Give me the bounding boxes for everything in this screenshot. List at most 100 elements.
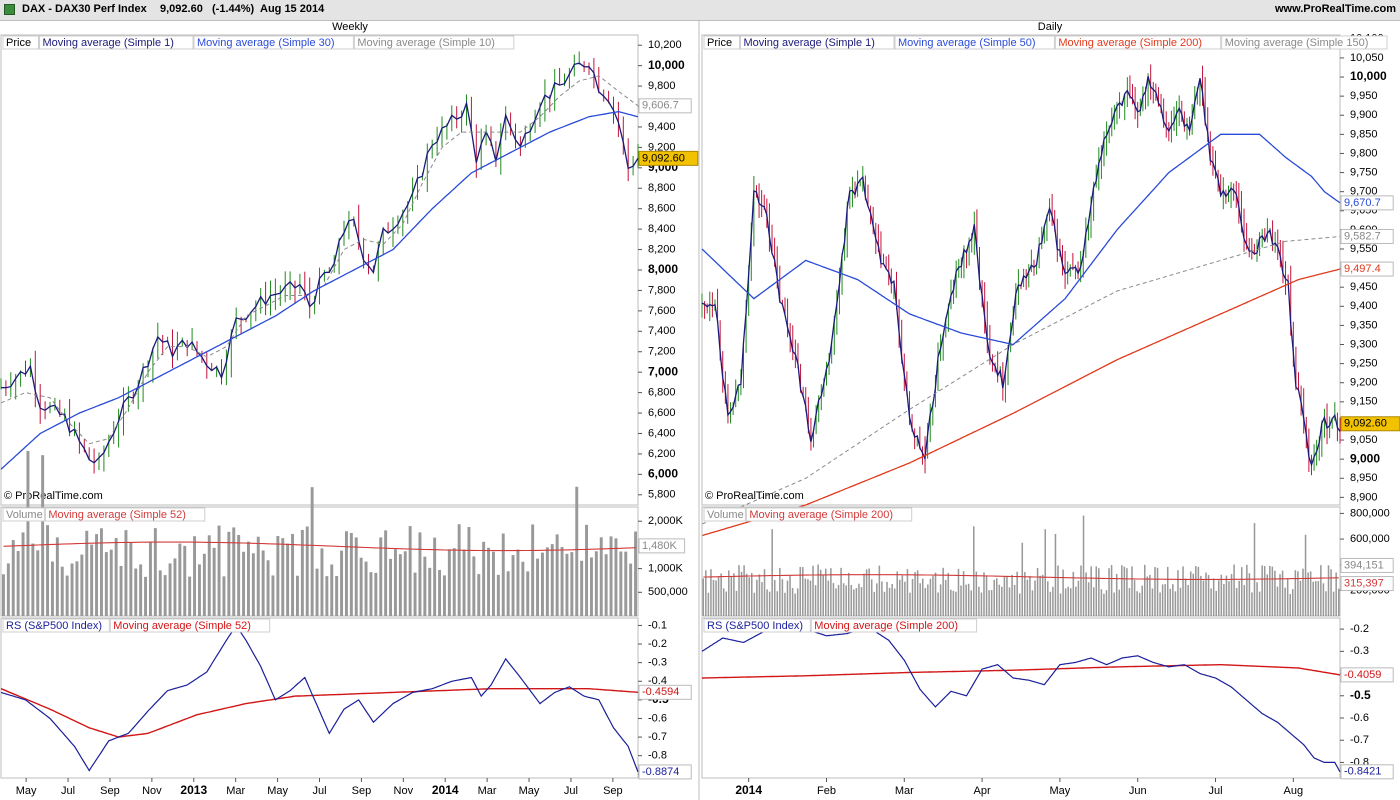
daily-volume-bar-86 [921, 578, 924, 616]
daily-volume-bar-225 [1276, 586, 1279, 616]
daily-volume-legend-item-0: Volume [707, 509, 744, 521]
daily-volume-bar-247 [1332, 591, 1335, 616]
daily-volume-bar-82 [911, 579, 914, 616]
daily-rs-ma-badge: -0.4059 [1344, 669, 1381, 681]
daily-volume-bar-10 [728, 570, 730, 616]
daily-volume-bar-97 [950, 589, 952, 616]
daily-volume-bar-6 [717, 576, 720, 616]
daily-volume-bar-165 [1123, 566, 1126, 616]
weekly-x-label-1: Jul [61, 785, 75, 797]
weekly-volume-bar-104 [511, 555, 515, 616]
daily-volume-bar-133 [1041, 574, 1044, 616]
weekly-volume-bar-81 [398, 554, 402, 616]
daily-volume-bar-122 [1013, 584, 1016, 616]
weekly-volume-bar-17 [85, 530, 89, 616]
daily-volume-bar-152 [1090, 566, 1092, 616]
weekly-volume-bar-95 [467, 527, 471, 616]
weekly-y-label-1: 6,000 [648, 467, 678, 481]
daily-volume-bar-240 [1314, 581, 1317, 616]
daily-legend-box-1 [740, 35, 895, 50]
weekly-volume-bar-97 [477, 574, 481, 616]
daily-volume-bar-168 [1131, 566, 1133, 616]
weekly-volume-bar-18 [90, 544, 94, 616]
daily-sma200-badge-box [1340, 261, 1394, 277]
weekly-volume-bar-38 [188, 576, 192, 616]
weekly-volume-bar-114 [560, 547, 564, 616]
daily-volume-bar-166 [1126, 568, 1128, 616]
daily-volume-bar-59 [853, 589, 855, 616]
daily-volume-bar-161 [1113, 592, 1115, 616]
daily-volume-bar-48 [825, 568, 827, 616]
weekly-volume-legend-item-0: Volume [6, 509, 43, 521]
weekly-volume-bar-69 [340, 550, 344, 616]
daily-volume-bar-232 [1294, 570, 1297, 616]
weekly-volume-bar-78 [384, 530, 388, 616]
weekly-volume-bars [1, 450, 638, 616]
weekly-volume-ma-line [3, 541, 636, 552]
daily-sma50-line [701, 133, 1341, 346]
daily-y-label-20: 9,850 [1350, 128, 1378, 140]
daily-volume-bar-215 [1251, 592, 1253, 616]
weekly-y-label-17: 9,200 [648, 141, 676, 153]
daily-volume-bar-25 [766, 589, 768, 616]
daily-volume-bar-84 [916, 570, 919, 616]
daily-volume-bar-85 [919, 583, 921, 616]
daily-copyright: © ProRealTime.com [705, 490, 804, 502]
daily-volume-bar-120 [1008, 587, 1011, 616]
daily-volume-bar-153 [1092, 587, 1095, 616]
weekly-volume-bar-25 [124, 530, 128, 616]
weekly-volume-y-label-0: 500,000 [648, 586, 688, 598]
daily-volume-bar-75 [893, 588, 896, 616]
daily-volume-bar-142 [1064, 588, 1067, 616]
daily-legend-item-0: Price [707, 37, 732, 49]
weekly-volume-legend-box-0 [2, 507, 45, 522]
daily-volume-bar-131 [1036, 568, 1039, 616]
weekly-x-label-12: May [519, 785, 540, 797]
daily-rs-y-label-4: -0.6 [1350, 712, 1369, 724]
weekly-volume-bar-89 [438, 569, 442, 616]
site-url[interactable]: www.ProRealTime.com [1274, 3, 1396, 15]
weekly-x-label-13: Jul [564, 785, 578, 797]
daily-y-label-18: 9,750 [1350, 166, 1378, 178]
daily-volume-bar-44 [814, 585, 817, 616]
weekly-volume-y-label-1: 1,000K [648, 563, 684, 575]
weekly-x-label-6: May [267, 785, 288, 797]
daily-volume-bar-31 [781, 579, 784, 616]
daily-volume-bar-175 [1149, 574, 1151, 616]
weekly-volume-bar-14 [70, 563, 74, 616]
daily-volume-bar-101 [960, 585, 962, 616]
weekly-volume-bar-84 [413, 572, 417, 616]
weekly-volume-bar-27 [134, 568, 138, 616]
daily-volume-bar-221 [1266, 574, 1269, 616]
daily-legend-item-1: Moving average (Simple 1) [744, 37, 875, 49]
weekly-volume-bar-113 [555, 534, 559, 616]
daily-rs-legend-box-0 [703, 618, 811, 633]
weekly-x-label-11: Mar [478, 785, 497, 797]
daily-volume-bar-14 [738, 565, 740, 616]
weekly-rs-y-label-5: -0.6 [648, 712, 667, 724]
weekly-volume-bar-74 [364, 561, 368, 616]
weekly-x-label-8: Sep [352, 785, 372, 797]
daily-x-label-4: May [1050, 785, 1071, 797]
weekly-x-label-10: 2014 [432, 783, 459, 797]
weekly-volume-bar-57 [281, 538, 285, 616]
weekly-volume-bar-36 [178, 543, 182, 616]
weekly-volume-bar-103 [506, 571, 510, 616]
weekly-volume-bar-52 [256, 536, 260, 616]
daily-volume-bar-134 [1044, 529, 1047, 616]
weekly-rs-rs-line [0, 624, 639, 773]
daily-volume-bar-105 [970, 590, 973, 616]
weekly-y-label-8: 7,400 [648, 325, 676, 337]
chart-app-icon [4, 4, 15, 15]
daily-volume-bar-2 [707, 592, 710, 616]
daily-volume-bar-237 [1307, 572, 1309, 616]
weekly-volume-bar-73 [359, 557, 363, 616]
weekly-volume-bar-61 [300, 530, 304, 616]
daily-volume-bar-118 [1003, 576, 1006, 616]
daily-rs-frame [701, 617, 1341, 779]
weekly-volume-bar-21 [104, 552, 108, 616]
daily-volume-bar-5 [715, 580, 717, 616]
weekly-volume-bar-100 [491, 551, 495, 616]
daily-volume-bar-3 [710, 569, 712, 616]
